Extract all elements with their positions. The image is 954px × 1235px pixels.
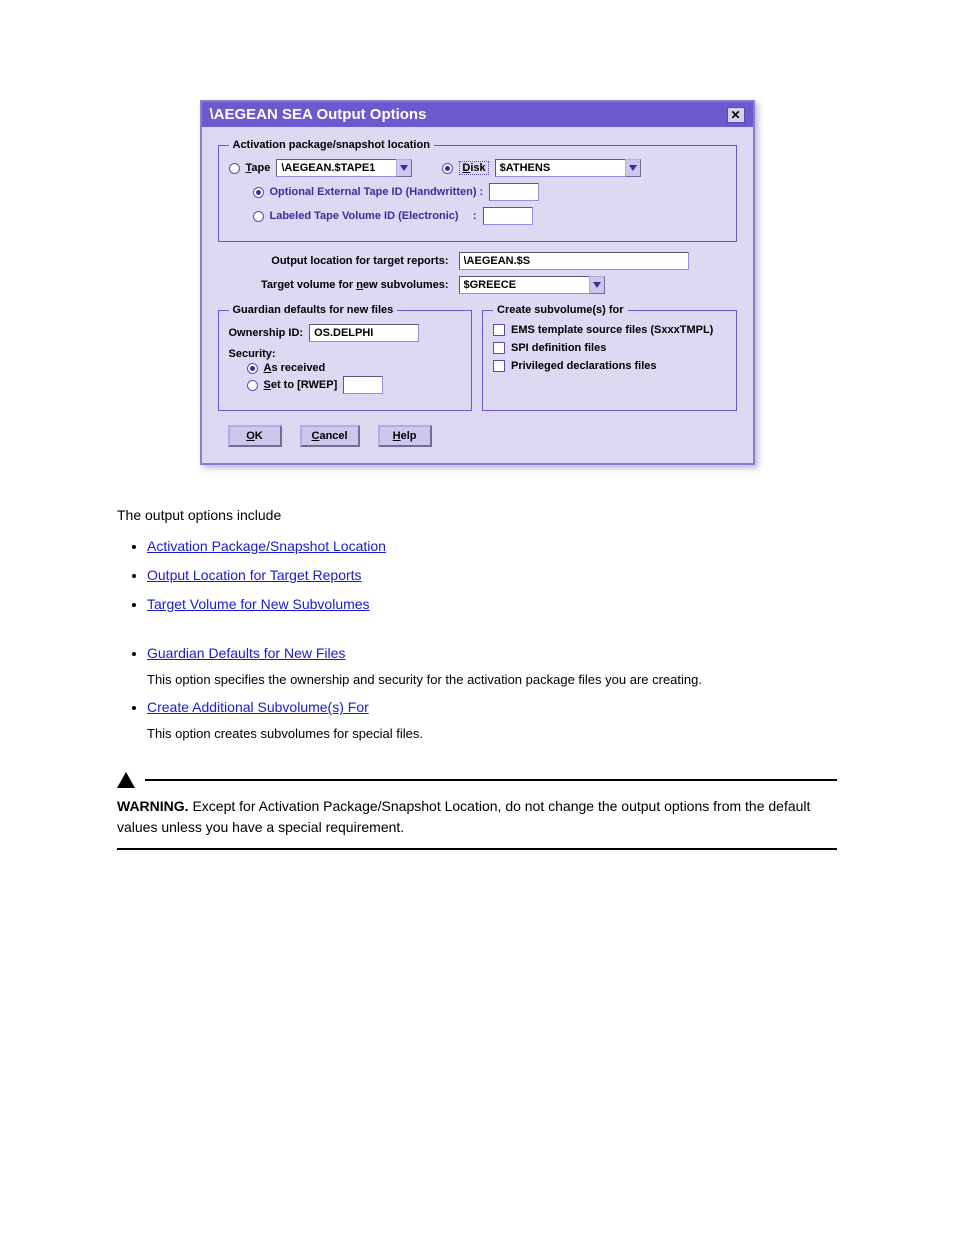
disk-dropdown-arrow-icon[interactable] [625,159,641,177]
dialog-body: Activation package/snapshot location Tap… [202,127,753,463]
dialog-title: \AEGEAN SEA Output Options [210,106,427,123]
warning-block: WARNING. Except for Activation Package/S… [117,796,837,850]
tape-radio[interactable] [229,163,240,174]
as-received-radio[interactable] [247,363,258,374]
ext-tape-id-label: Optional External Tape ID (Handwritten) … [270,186,484,198]
mid-rows: Output location for target reports: Targ… [218,252,737,294]
link-output-location[interactable]: Output Location for Target Reports [147,567,362,583]
activation-legend: Activation package/snapshot location [229,139,434,151]
output-options-dialog: \AEGEAN SEA Output Options ✕ Activation … [200,100,755,465]
list-item: Target Volume for New Subvolumes [147,594,837,635]
set-to-input[interactable] [343,376,383,394]
labeled-tape-radio[interactable] [253,211,264,222]
ems-label: EMS template source files (SxxxTMPL) [511,324,713,336]
link-activation[interactable]: Activation Package/Snapshot Location [147,538,386,554]
set-to-label: Set to [RWEP] [264,379,338,391]
security-label: Security: [229,348,276,360]
ok-button[interactable]: OK [228,425,282,447]
target-volume-label: Target volume for new subvolumes: [218,279,453,291]
target-volume-dropdown[interactable] [459,276,605,294]
labeled-tape-input[interactable] [483,207,533,225]
cancel-button[interactable]: Cancel [300,425,360,447]
ext-tape-id-input[interactable] [489,183,539,201]
output-location-label: Output location for target reports: [218,255,453,267]
output-location-input[interactable] [459,252,689,270]
ownership-input[interactable] [309,324,419,342]
list-item: Guardian Defaults for New Files This opt… [147,643,837,690]
para-guardian: This option specifies the ownership and … [147,670,837,690]
list-item: Activation Package/Snapshot Location [147,536,837,557]
spi-label: SPI definition files [511,342,606,354]
document-text: The output options include Activation Pa… [117,505,837,850]
para-create-subvol: This option creates subvolumes for speci… [147,724,837,744]
ext-tape-id-radio[interactable] [253,187,264,198]
para-target-volume [177,615,837,635]
ems-checkbox[interactable] [493,324,505,336]
guardian-legend: Guardian defaults for new files [229,304,398,316]
warning-text: Except for Activation Package/Snapshot L… [117,798,810,835]
guardian-fieldset: Guardian defaults for new files Ownershi… [218,304,473,411]
warning-separator [117,772,837,788]
disk-radio[interactable] [442,163,453,174]
create-subvol-legend: Create subvolume(s) for [493,304,628,316]
warning-line [145,779,837,781]
intro-text: The output options include [117,505,837,526]
spi-checkbox[interactable] [493,342,505,354]
link-target-volume[interactable]: Target Volume for New Subvolumes [147,596,370,612]
titlebar: \AEGEAN SEA Output Options ✕ [202,102,753,127]
link-list: Activation Package/Snapshot Location Out… [117,536,837,744]
labeled-tape-colon: : [465,210,477,222]
warning-label: WARNING. [117,798,189,814]
set-to-radio[interactable] [247,380,258,391]
target-volume-arrow-icon[interactable] [589,276,605,294]
close-icon[interactable]: ✕ [727,107,745,123]
priv-checkbox[interactable] [493,360,505,372]
disk-label: Disk [459,161,488,175]
tape-dropdown[interactable] [276,159,412,177]
activation-fieldset: Activation package/snapshot location Tap… [218,139,737,242]
link-create-subvol[interactable]: Create Additional Subvolume(s) For [147,699,369,715]
as-received-label: As received [264,362,326,374]
link-guardian[interactable]: Guardian Defaults for New Files [147,645,345,661]
labeled-tape-label: Labeled Tape Volume ID (Electronic) [270,210,459,222]
ownership-label: Ownership ID: [229,327,304,339]
disk-input[interactable] [495,159,625,177]
list-item: Output Location for Target Reports [147,565,837,586]
tape-label: Tape [246,162,271,174]
disk-dropdown[interactable] [495,159,641,177]
target-volume-input[interactable] [459,276,589,294]
priv-label: Privileged declarations files [511,360,657,372]
help-button[interactable]: Help [378,425,432,447]
tape-dropdown-arrow-icon[interactable] [396,159,412,177]
create-subvol-fieldset: Create subvolume(s) for EMS template sou… [482,304,737,411]
button-row: OK Cancel Help [218,425,737,447]
tape-input[interactable] [276,159,396,177]
list-item: Create Additional Subvolume(s) For This … [147,697,837,744]
warning-triangle-icon [117,772,135,788]
